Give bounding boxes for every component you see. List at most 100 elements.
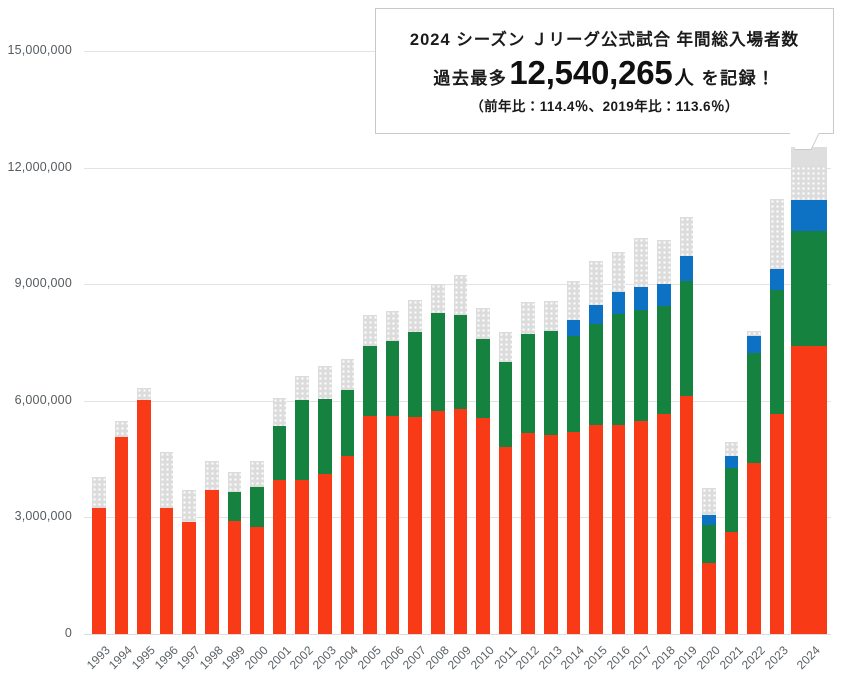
bar-segment-j2	[385, 340, 400, 416]
bar-2012	[521, 302, 535, 634]
bar-segment-j1	[250, 527, 264, 634]
bar-segment-カップ戦	[747, 331, 761, 336]
bar-segment-j3	[702, 515, 716, 525]
bar-segment-カップ戦	[453, 275, 468, 316]
bar-segment-j2	[770, 290, 784, 415]
bar-segment-カップ戦	[770, 199, 784, 270]
callout-record-suffix: を記録！	[701, 68, 776, 88]
bar-segment-j1	[679, 396, 694, 634]
bar-2017	[634, 237, 648, 634]
callout-record-prefix: 過去最多	[433, 68, 508, 88]
bar-segment-カップ戦	[272, 398, 287, 427]
callout-title: 2024 シーズン Ｊリーグ公式試合 年間総入場者数	[409, 30, 800, 49]
bar-segment-j1	[611, 424, 626, 634]
bar-segment-j1	[272, 479, 287, 634]
bar-segment-カップ戦	[724, 442, 739, 457]
bar-segment-j1	[408, 417, 422, 634]
bar-segment-j3	[611, 292, 626, 315]
bar-segment-j1	[159, 508, 174, 634]
bar-segment-j1	[318, 473, 332, 634]
bar-segment-j1	[340, 456, 355, 634]
callout-record-number: 12,540,265	[509, 53, 673, 91]
bar-1996	[159, 452, 174, 634]
bar-segment-j1	[205, 490, 219, 634]
bar-2023	[770, 199, 784, 634]
bar-segment-カップ戦	[634, 237, 648, 287]
bar-2003	[318, 366, 332, 634]
bar-segment-j2	[340, 389, 355, 456]
bar-segment-j1	[295, 480, 309, 634]
bar-segment-j1	[790, 345, 827, 634]
bar-segment-j2	[295, 399, 309, 481]
bar-2020	[702, 487, 716, 634]
gridline	[84, 168, 831, 169]
bar-segment-j2	[679, 281, 694, 397]
bar-2001	[272, 398, 287, 634]
bar-segment-カップ戦	[657, 239, 671, 284]
bar-segment-カップ戦	[589, 260, 603, 305]
bar-2009	[453, 275, 468, 634]
bar-segment-j1	[589, 425, 603, 634]
bar-segment-j2	[611, 314, 626, 425]
bar-segment-j1	[498, 447, 513, 634]
bar-segment-j2	[790, 231, 827, 346]
bar-segment-j1	[227, 521, 242, 634]
bar-1997	[182, 489, 196, 634]
bar-segment-j1	[702, 563, 716, 634]
bar-2015	[589, 260, 603, 634]
bar-segment-カップ戦	[159, 452, 174, 509]
bar-segment-j1	[363, 416, 377, 634]
bar-segment-その他	[790, 146, 827, 167]
bar-segment-j2	[453, 315, 468, 409]
bar-segment-カップ戦	[137, 388, 151, 401]
bar-segment-j2	[272, 426, 287, 480]
bar-segment-j2	[318, 398, 332, 474]
bar-1998	[205, 460, 219, 634]
bar-segment-j1	[657, 414, 671, 634]
record-callout: 2024 シーズン Ｊリーグ公式試合 年間総入場者数 過去最多 12,540,2…	[375, 8, 834, 134]
bar-2016	[611, 252, 626, 634]
bar-segment-j1	[634, 421, 648, 634]
bar-2013	[544, 300, 558, 634]
bar-segment-j1	[114, 437, 129, 634]
bar-2006	[385, 311, 400, 634]
y-axis-tick-label: 12,000,000	[7, 159, 72, 174]
bar-segment-カップ戦	[544, 300, 558, 332]
bar-segment-j1	[137, 400, 151, 634]
bar-segment-j1	[544, 434, 558, 634]
bar-segment-j1	[724, 532, 739, 634]
bar-1999	[227, 471, 242, 634]
bar-segment-j1	[566, 431, 581, 634]
bar-segment-カップ戦	[431, 283, 445, 314]
bar-segment-カップ戦	[566, 280, 581, 321]
bar-segment-j2	[498, 362, 513, 448]
bar-segment-j1	[476, 417, 490, 634]
bar-segment-j3	[634, 286, 648, 310]
callout-record-unit: 人	[674, 67, 694, 89]
bar-2005	[363, 314, 377, 634]
bar-segment-j2	[544, 331, 558, 435]
bar-2011	[498, 332, 513, 634]
bar-segment-カップ戦	[340, 358, 355, 390]
bar-2007	[408, 300, 422, 634]
bar-2014	[566, 280, 581, 634]
bar-segment-j1	[521, 432, 535, 634]
bar-2021	[724, 442, 739, 634]
bar-segment-カップ戦	[295, 376, 309, 400]
bar-segment-j1	[385, 415, 400, 634]
bar-segment-j1	[453, 408, 468, 634]
bar-segment-カップ戦	[408, 300, 422, 333]
bar-segment-カップ戦	[702, 487, 716, 516]
bar-segment-カップ戦	[250, 460, 264, 488]
bar-segment-j1	[431, 410, 445, 634]
bar-segment-j3	[566, 320, 581, 336]
bar-segment-カップ戦	[790, 166, 827, 201]
axis-baseline	[84, 634, 831, 635]
bar-segment-カップ戦	[498, 332, 513, 363]
y-axis-tick-label: 0	[64, 626, 72, 640]
bar-2002	[295, 376, 309, 634]
bar-segment-カップ戦	[227, 471, 242, 492]
bar-segment-カップ戦	[679, 216, 694, 256]
bar-2018	[657, 239, 671, 634]
